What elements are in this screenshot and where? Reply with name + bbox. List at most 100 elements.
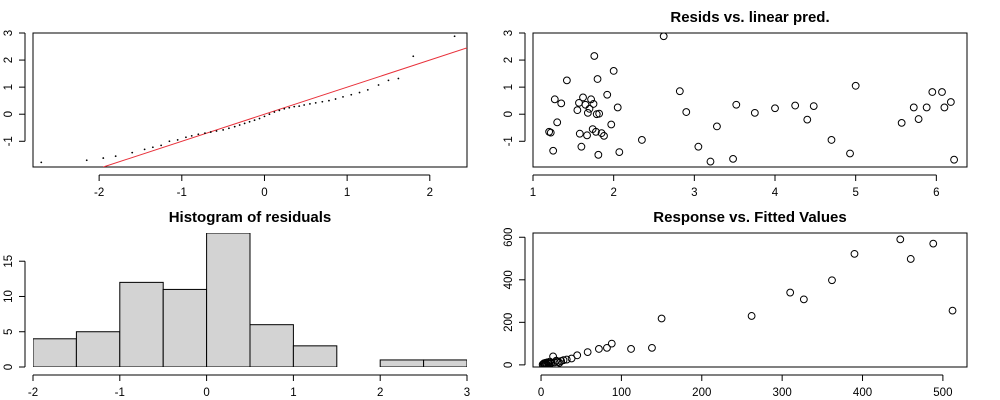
histogram-bar [119, 281, 164, 367]
data-point [581, 100, 590, 109]
data-point [273, 111, 276, 113]
plot-area [33, 233, 467, 367]
data-point [549, 146, 558, 155]
data-point [397, 77, 400, 80]
x-tick-label: 0 [203, 387, 209, 399]
data-point [204, 132, 206, 135]
y-tick-label: 2 [3, 57, 15, 63]
data-point [303, 104, 306, 106]
x-tick-label: -1 [115, 387, 125, 399]
data-point [309, 103, 311, 105]
histogram-bar [162, 288, 208, 367]
data-point [922, 103, 931, 112]
histogram-bar [249, 324, 294, 367]
data-point [771, 104, 779, 113]
data-point [215, 130, 218, 132]
data-point [293, 105, 296, 108]
histogram-bar [75, 331, 121, 367]
data-point [675, 87, 684, 96]
x-tick-label: 5 [852, 187, 858, 199]
data-point [102, 157, 105, 159]
data-point [555, 358, 564, 367]
x-tick-label: 500 [933, 387, 952, 399]
data-point [593, 75, 602, 83]
data-point [160, 144, 163, 147]
data-point [928, 88, 937, 96]
plot-frame [32, 32, 468, 168]
data-point [114, 155, 117, 158]
data-point [585, 104, 594, 113]
data-point [587, 95, 595, 104]
data-point [929, 239, 938, 248]
data-point [579, 93, 587, 102]
data-point [298, 105, 301, 107]
y-tick-label: 1 [503, 84, 515, 90]
data-point [583, 131, 591, 140]
data-point [85, 159, 88, 162]
x-tick-label: 300 [773, 387, 792, 399]
data-point [648, 343, 656, 352]
data-point [946, 98, 955, 106]
data-point [747, 312, 756, 320]
data-point [809, 102, 818, 110]
plot-frame [532, 32, 968, 168]
data-point [659, 33, 668, 41]
y-tick-label: 200 [503, 313, 515, 332]
data-point [453, 35, 456, 38]
data-point [613, 103, 622, 112]
data-point [258, 117, 261, 120]
data-point [950, 155, 958, 164]
x-tick-label: 0 [261, 187, 267, 199]
data-point [906, 255, 915, 263]
data-point [546, 128, 555, 137]
x-tick-label: 2 [610, 187, 616, 199]
data-point [557, 99, 566, 108]
plot-area [538, 235, 957, 367]
x-tick-label: -2 [94, 187, 104, 199]
data-point [589, 100, 598, 108]
y-tick-label: 5 [3, 329, 15, 335]
data-point [828, 276, 836, 285]
plot-frame [532, 232, 968, 368]
y-tick-label: 15 [3, 255, 15, 268]
data-point [799, 295, 808, 304]
y-tick-label: 600 [503, 228, 515, 247]
data-point [850, 249, 859, 258]
x-tick-label: 6 [933, 187, 939, 199]
x-tick-label: 2 [427, 187, 433, 199]
data-point [914, 115, 923, 123]
data-point [248, 120, 251, 123]
data-point [573, 106, 582, 115]
data-point [562, 355, 571, 364]
data-point [176, 139, 179, 141]
resids-vs-linear-pred-panel: Resids vs. linear pred. 1 2 3 4 5 6 -1 0 1 2 3 [503, 9, 968, 199]
y-tick-label: 10 [3, 290, 15, 303]
data-point [713, 122, 721, 131]
data-point [577, 142, 586, 151]
data-point [554, 357, 562, 366]
data-point [575, 129, 584, 138]
data-point [590, 52, 599, 60]
data-point [657, 314, 666, 323]
data-point [896, 235, 905, 244]
x-tick-label: 2 [377, 387, 383, 399]
data-point [682, 108, 691, 116]
x-tick-label: 1 [290, 387, 296, 399]
data-point [131, 151, 134, 154]
data-point [729, 154, 737, 163]
reference-line [103, 47, 467, 167]
data-point [278, 109, 281, 112]
data-point [638, 136, 646, 144]
data-point [228, 127, 230, 130]
chart-title: Histogram of residuals [169, 209, 332, 226]
chart-title: Resids vs. linear pred. [670, 9, 829, 26]
data-point [151, 146, 154, 149]
data-point [938, 88, 946, 96]
data-point [40, 161, 43, 164]
data-point [615, 148, 624, 157]
data-point [238, 124, 241, 126]
x-tick-label: 1 [530, 187, 536, 199]
y-tick-label: -1 [503, 136, 515, 146]
data-point [846, 149, 854, 158]
